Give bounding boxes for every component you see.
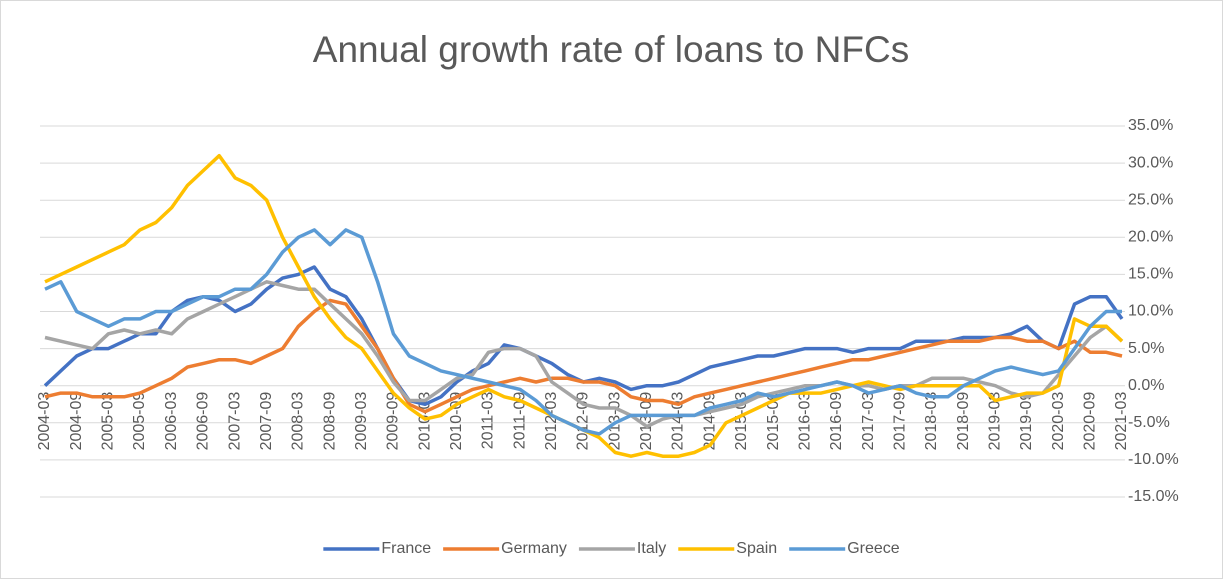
- x-tick-label: 2019-03: [987, 392, 1004, 451]
- x-tick-label: 2004-09: [68, 392, 85, 451]
- x-tick-label: 2017-03: [860, 392, 877, 451]
- y-tick-label: -15.0%: [1128, 488, 1179, 505]
- x-tick-label: 2006-03: [163, 392, 180, 451]
- x-tick-label: 2014-03: [670, 392, 687, 451]
- y-tick-label: 15.0%: [1128, 266, 1173, 283]
- x-tick-label: 2007-09: [258, 392, 275, 451]
- x-tick-label: 2011-09: [511, 392, 528, 450]
- series-line: [44, 298, 1123, 414]
- x-tick-label: 2017-09: [891, 392, 908, 451]
- x-tick-label: 2009-09: [385, 392, 402, 451]
- y-tick-label: 25.0%: [1128, 191, 1173, 208]
- x-tick-label: 2018-09: [955, 392, 972, 451]
- x-tick-label: 2006-09: [195, 392, 212, 451]
- y-tick-label: 5.0%: [1128, 340, 1164, 357]
- x-tick-label: 2011-03: [480, 392, 497, 450]
- x-tick-label: 2014-09: [701, 392, 718, 451]
- x-tick-label: 2016-03: [796, 392, 813, 451]
- legend: France Germany Italy Spain Greece: [323, 540, 900, 557]
- x-tick-label: 2016-09: [828, 392, 845, 451]
- y-tick-label: 30.0%: [1128, 154, 1173, 171]
- legend-label: France: [381, 540, 431, 557]
- x-tick-label: 2015-09: [765, 392, 782, 451]
- x-tick-label: 2007-03: [226, 392, 243, 451]
- y-tick-label: 0.0%: [1128, 377, 1164, 394]
- x-tick-label: 2009-03: [353, 392, 370, 451]
- legend-label: Spain: [736, 540, 777, 557]
- series-line: [44, 280, 1124, 429]
- x-tick-label: 2013-09: [638, 392, 655, 451]
- x-tick-label: 2018-03: [923, 392, 940, 451]
- x-tick-label: 2005-09: [131, 392, 148, 451]
- y-tick-label: -10.0%: [1128, 451, 1179, 468]
- legend-label: Germany: [501, 540, 567, 557]
- legend-label: Italy: [637, 540, 666, 557]
- y-tick-label: -5.0%: [1128, 414, 1170, 431]
- chart-title: Annual growth rate of loans to NFCs: [313, 29, 909, 70]
- x-tick-label: 2004-03: [36, 392, 53, 451]
- x-tick-label: 2020-09: [1082, 392, 1099, 451]
- x-tick-label: 2005-03: [100, 392, 117, 451]
- y-tick-label: 20.0%: [1128, 229, 1173, 246]
- x-tick-label: 2019-09: [1018, 392, 1035, 451]
- series-line: [44, 228, 1122, 436]
- x-tick-label: 2008-09: [321, 392, 338, 451]
- legend-label: Greece: [847, 540, 900, 557]
- x-tick-label: 2010-03: [416, 392, 433, 451]
- x-tick-label: 2020-03: [1050, 392, 1067, 451]
- y-tick-label: 10.0%: [1128, 303, 1173, 320]
- y-tick-label: 35.0%: [1128, 117, 1173, 134]
- x-tick-label: 2012-03: [543, 392, 560, 451]
- x-tick-label: 2021-03: [1113, 392, 1130, 451]
- x-tick-label: 2008-03: [290, 392, 307, 451]
